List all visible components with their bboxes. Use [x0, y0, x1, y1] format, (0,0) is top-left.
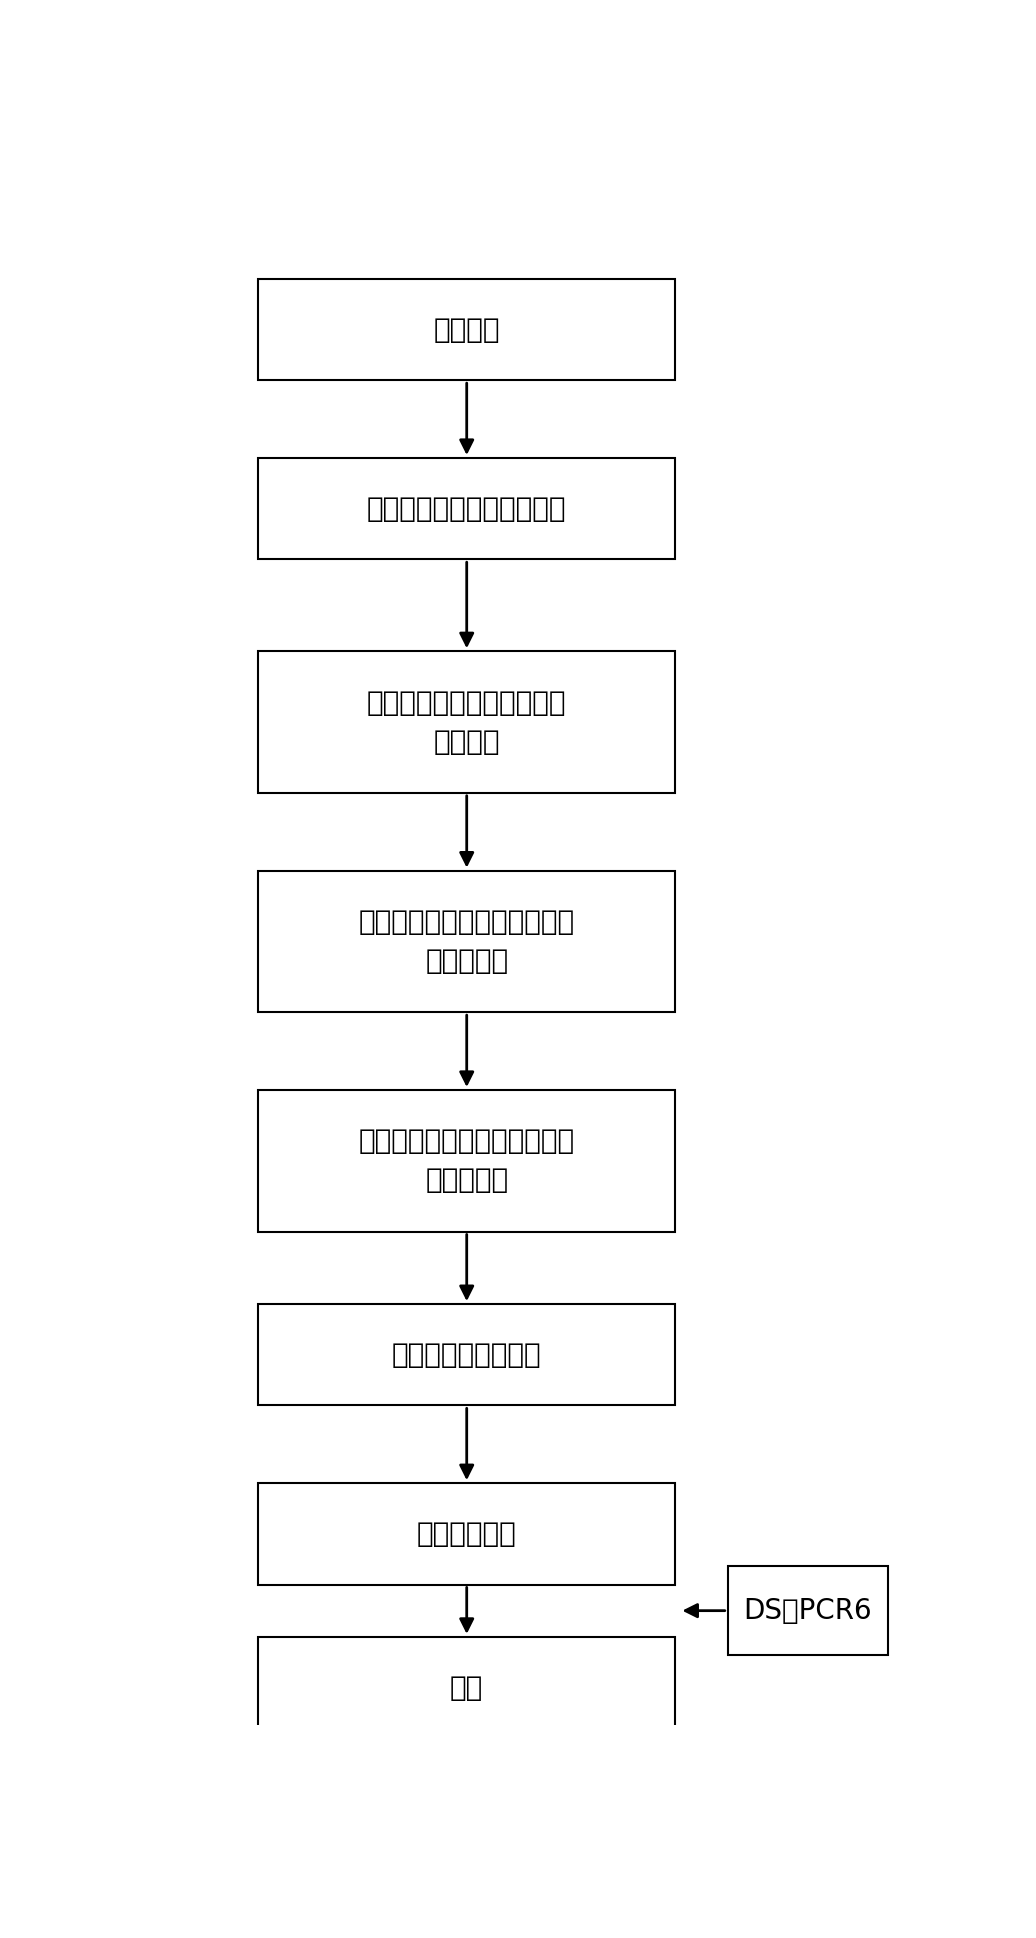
Bar [258, 1483, 675, 1585]
Bar [258, 1089, 675, 1233]
Text: 多条证据: 多条证据 [433, 316, 500, 343]
Text: 计算不同证据中相同焦元的
区间距离: 计算不同证据中相同焦元的 区间距离 [367, 688, 567, 756]
Text: 生成不同证据间基于区间距离
的距离矩阵: 生成不同证据间基于区间距离 的距离矩阵 [358, 1128, 575, 1194]
Bar [258, 651, 675, 793]
Text: 计算同一条证据中不同焦元的
区间距离和: 计算同一条证据中不同焦元的 区间距离和 [358, 907, 575, 975]
Bar [727, 1566, 888, 1655]
Text: 生成每条证据的权重: 生成每条证据的权重 [392, 1341, 542, 1368]
Bar [258, 1638, 675, 1738]
Text: DS、PCR6: DS、PCR6 [744, 1597, 872, 1624]
Bar [258, 1304, 675, 1405]
Text: 融合: 融合 [450, 1674, 484, 1702]
Bar [258, 279, 675, 380]
Text: 计算每个焦元的不确定区间: 计算每个焦元的不确定区间 [367, 494, 567, 523]
Bar [258, 870, 675, 1012]
Bar [258, 457, 675, 560]
Text: 修正原有证据: 修正原有证据 [416, 1519, 517, 1548]
